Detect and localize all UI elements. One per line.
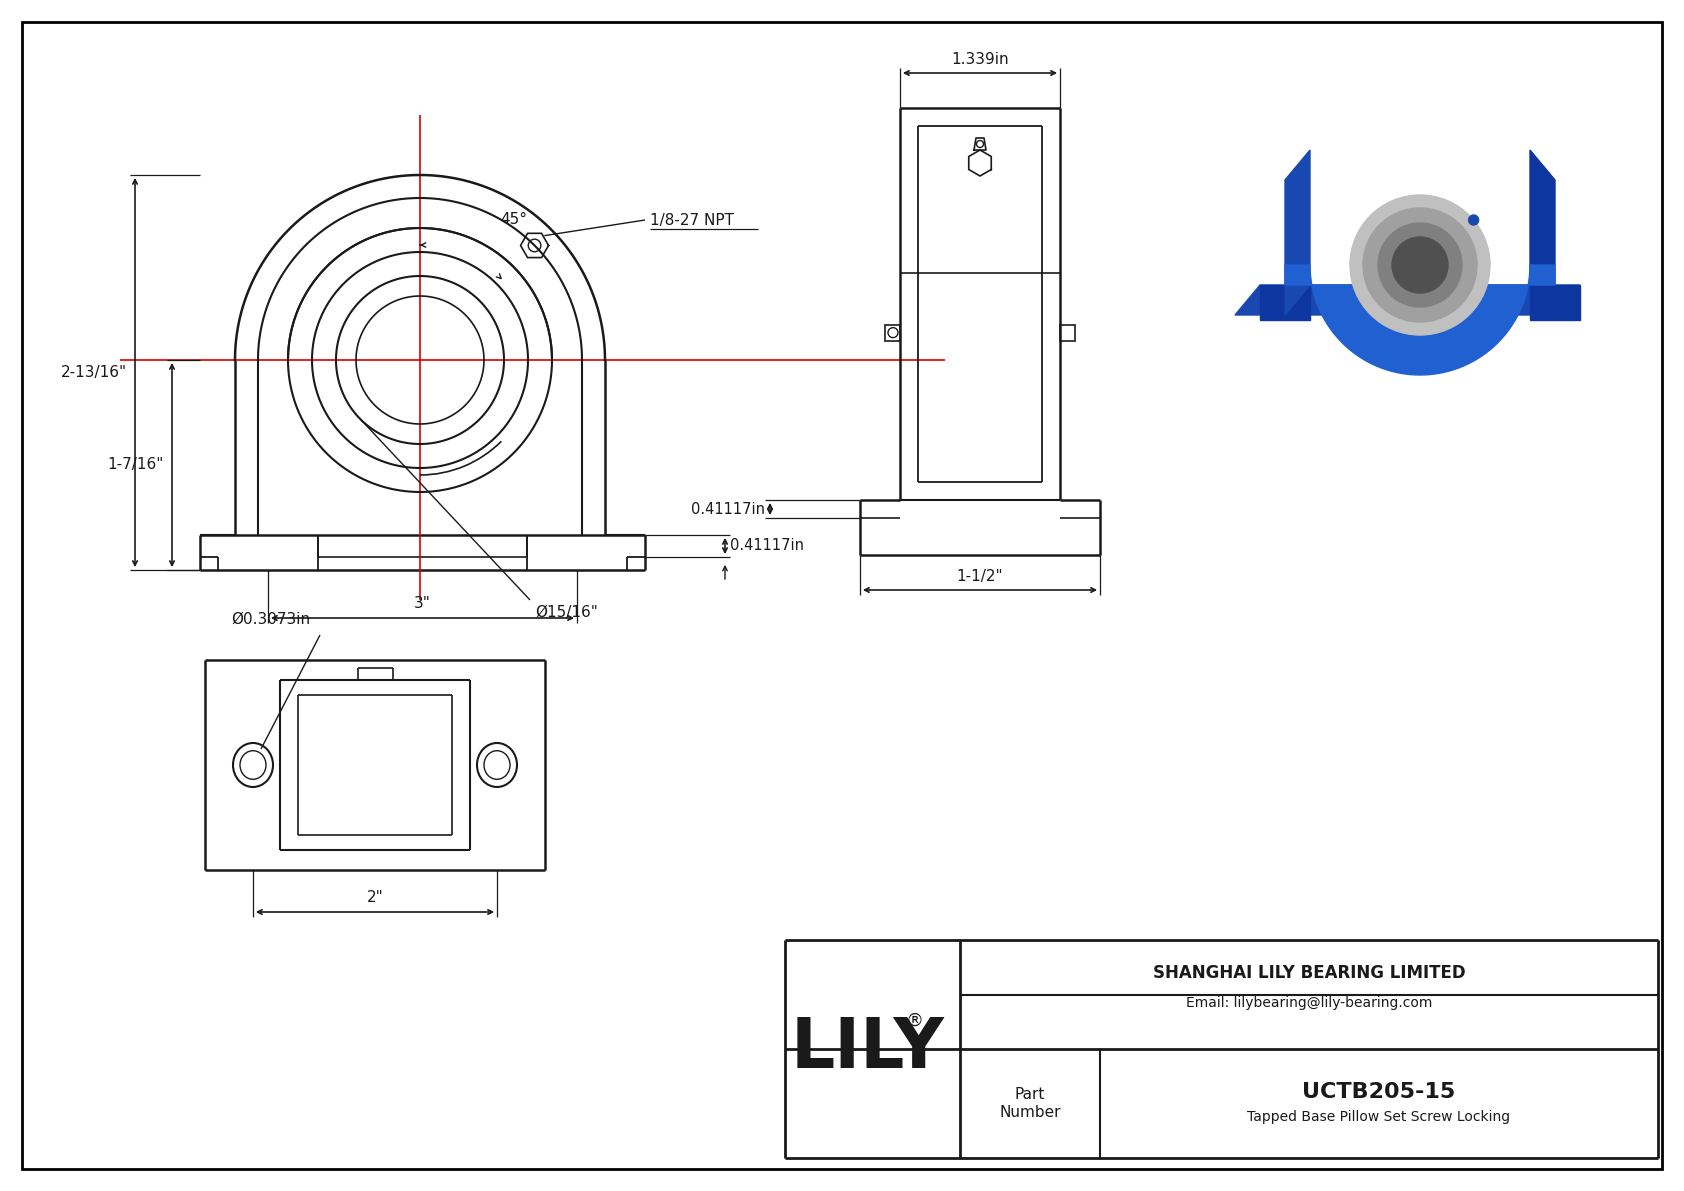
Text: 2-13/16": 2-13/16" bbox=[61, 364, 126, 380]
Circle shape bbox=[1468, 216, 1479, 225]
Text: 1.339in: 1.339in bbox=[951, 51, 1009, 67]
Circle shape bbox=[1393, 237, 1448, 293]
Polygon shape bbox=[1531, 285, 1580, 320]
Polygon shape bbox=[1531, 150, 1554, 314]
Circle shape bbox=[1351, 195, 1490, 335]
Text: ®: ® bbox=[906, 1012, 923, 1030]
Text: 1-7/16": 1-7/16" bbox=[108, 457, 163, 473]
Text: UCTB205-15: UCTB205-15 bbox=[1302, 1081, 1455, 1102]
Bar bbox=[886, 325, 899, 341]
Text: Part
Number: Part Number bbox=[999, 1087, 1061, 1120]
Text: Tapped Base Pillow Set Screw Locking: Tapped Base Pillow Set Screw Locking bbox=[1248, 1110, 1511, 1124]
Text: 2": 2" bbox=[367, 891, 384, 905]
Polygon shape bbox=[1285, 266, 1554, 375]
Circle shape bbox=[1362, 208, 1477, 322]
Text: LILY: LILY bbox=[790, 1016, 945, 1083]
Text: 45°: 45° bbox=[500, 212, 527, 227]
Text: 1/8-27 NPT: 1/8-27 NPT bbox=[650, 212, 734, 227]
Text: 1-1/2": 1-1/2" bbox=[957, 568, 1004, 584]
Bar bbox=[1059, 325, 1074, 341]
Text: Ø15/16": Ø15/16" bbox=[536, 605, 598, 621]
Text: Ø0.3073in: Ø0.3073in bbox=[231, 612, 310, 626]
Text: 0.41117in: 0.41117in bbox=[690, 501, 765, 517]
Text: 3": 3" bbox=[414, 597, 431, 611]
Text: SHANGHAI LILY BEARING LIMITED: SHANGHAI LILY BEARING LIMITED bbox=[1152, 964, 1465, 981]
Circle shape bbox=[1378, 223, 1462, 307]
Text: 0.41117in: 0.41117in bbox=[729, 538, 803, 554]
Text: Email: lilybearing@lily-bearing.com: Email: lilybearing@lily-bearing.com bbox=[1186, 996, 1431, 1010]
Polygon shape bbox=[1234, 285, 1580, 314]
Polygon shape bbox=[1260, 285, 1310, 320]
Polygon shape bbox=[1285, 150, 1310, 314]
